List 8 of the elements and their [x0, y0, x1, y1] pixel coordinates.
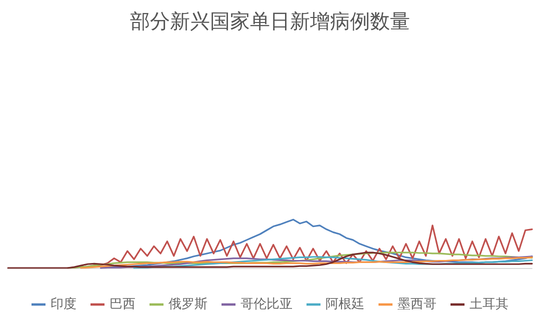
legend-label: 土耳其	[470, 297, 508, 312]
legend-label: 阿根廷	[326, 297, 364, 312]
legend-label: 墨西哥	[398, 297, 436, 312]
legend-label: 巴西	[110, 297, 136, 312]
chart-title: 部分新兴国家单日新增病例数量	[130, 9, 410, 33]
legend-label: 印度	[50, 296, 76, 312]
legend-label: 哥伦比亚	[240, 297, 292, 312]
legend-label: 俄罗斯	[168, 297, 208, 312]
